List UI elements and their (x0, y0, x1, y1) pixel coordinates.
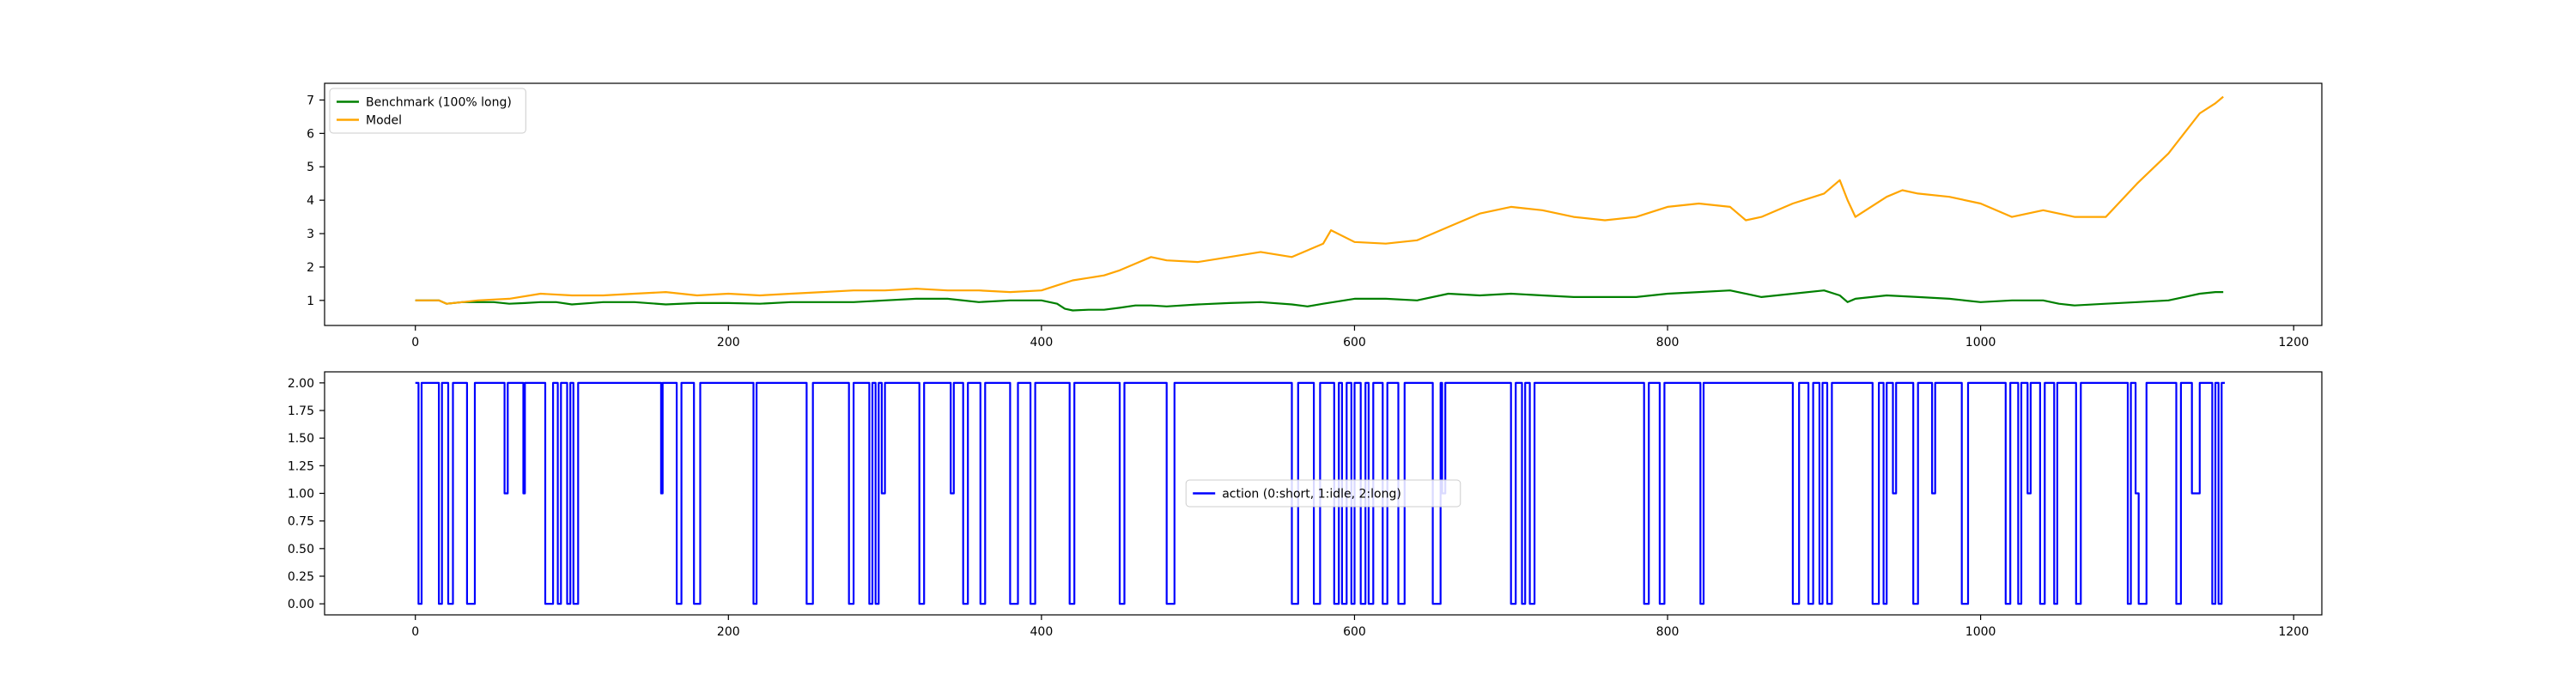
y-tick-label: 1 (307, 295, 314, 308)
action-chart: 0 200 400 600 800 1000 1200 0.00 0.25 0.50 0.75 1.0… (288, 371, 2323, 639)
x-tick-label: 400 (1030, 336, 1054, 350)
plot-frame (324, 82, 2323, 326)
x-tick-label: 800 (1656, 625, 1680, 639)
legend-label: Model (366, 114, 402, 128)
y-tick-label: 1.25 (288, 459, 314, 473)
y-tick-label: 6 (307, 127, 314, 141)
legend-box (1185, 479, 1461, 508)
y-tick-label: 7 (307, 94, 314, 107)
legend-label: action (0:short, 1:idle, 2:long) (1222, 488, 1401, 502)
series-line (415, 95, 2224, 305)
y-tick-label: 1.50 (288, 432, 314, 446)
y-tick-label: 0.25 (288, 570, 314, 584)
x-tick-label: 0 (411, 336, 419, 350)
y-tick-label: 4 (307, 194, 314, 208)
y-tick-label: 0.75 (288, 515, 314, 529)
series-line (415, 289, 2224, 312)
x-tick-label: 1200 (2278, 336, 2309, 350)
x-tick-label: 1200 (2278, 625, 2309, 639)
y-tick-label: 0.00 (288, 598, 314, 611)
portfolio-value-chart: 0 200 400 600 800 1000 1200 1 2 3 4 5 6 7 Benchmark (1… (307, 82, 2323, 350)
x-tick-label: 800 (1656, 336, 1680, 350)
x-tick-label: 1000 (1965, 625, 1996, 639)
y-tick-label: 1.00 (288, 488, 314, 502)
legend-box (329, 88, 526, 134)
y-tick-label: 5 (307, 161, 314, 174)
x-tick-label: 1000 (1965, 336, 1996, 350)
x-tick-label: 0 (411, 625, 419, 639)
x-tick-label: 600 (1343, 625, 1366, 639)
y-tick-label: 2 (307, 261, 314, 275)
x-tick-label: 200 (717, 336, 740, 350)
y-tick-label: 0.50 (288, 543, 314, 556)
x-tick-label: 200 (717, 625, 740, 639)
y-tick-label: 2.00 (288, 377, 314, 391)
y-tick-label: 3 (307, 228, 314, 241)
legend-label: Benchmark (100% long) (366, 96, 512, 110)
legend: Benchmark (100% long) Model (329, 88, 526, 134)
y-tick-label: 1.75 (288, 404, 314, 418)
legend: action (0:short, 1:idle, 2:long) (1185, 479, 1461, 508)
x-tick-label: 400 (1030, 625, 1054, 639)
x-tick-label: 600 (1343, 336, 1366, 350)
